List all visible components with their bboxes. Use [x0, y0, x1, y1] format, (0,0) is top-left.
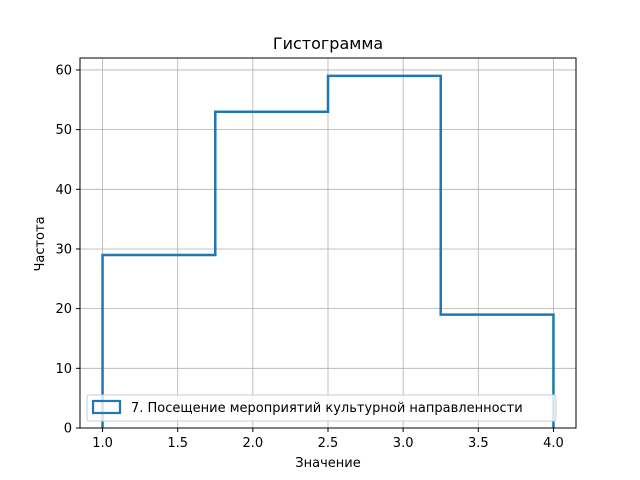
legend-label: 7. Посещение мероприятий культурной напр… [131, 401, 523, 416]
chart-title: Гистограмма [273, 34, 383, 53]
x-tick-label: 3.5 [468, 436, 489, 451]
x-tick-label: 2.0 [243, 436, 264, 451]
legend-swatch [91, 399, 122, 415]
histogram-step-outline [101, 74, 555, 428]
y-axis-label: Частота [33, 216, 48, 271]
y-tick-label: 10 [55, 362, 72, 377]
x-axis-label: Значение [295, 456, 360, 471]
y-tick-label: 20 [55, 302, 72, 317]
legend: 7. Посещение мероприятий культурной напр… [86, 394, 557, 422]
x-tick-label: 3.0 [393, 436, 414, 451]
x-tick-label: 4.0 [543, 436, 564, 451]
y-tick-label: 50 [55, 123, 72, 138]
x-tick-label: 1.0 [92, 436, 113, 451]
y-tick-label: 40 [55, 183, 72, 198]
x-tick-label: 1.5 [167, 436, 188, 451]
y-tick-label: 60 [55, 63, 72, 78]
data-layer [101, 74, 555, 428]
y-tick-label: 30 [55, 242, 72, 257]
x-tick-label: 2.5 [318, 436, 339, 451]
y-tick-label: 0 [64, 422, 72, 437]
legend-box [86, 394, 557, 422]
axis-ticks: 1.0 1.5 2.0 2.5 3.0 3.5 4.0 0 10 20 30 40 50 60 [55, 63, 563, 451]
